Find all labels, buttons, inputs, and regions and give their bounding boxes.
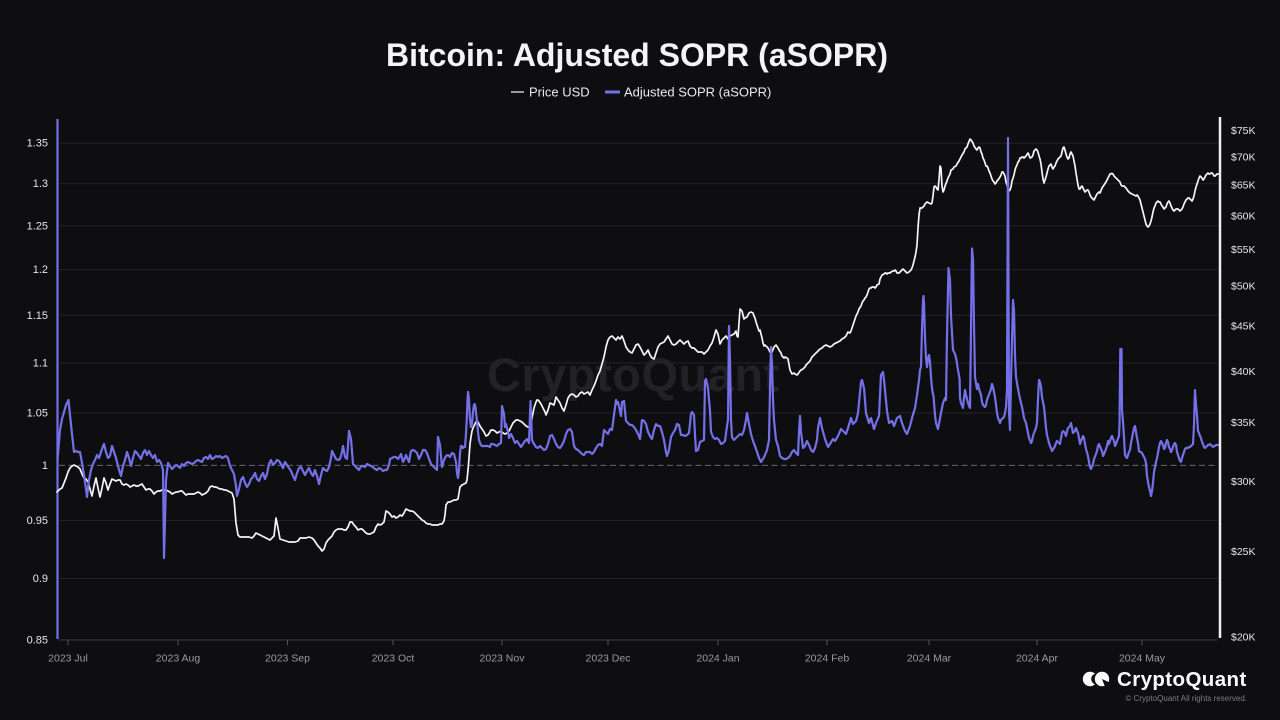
svg-text:© CryptoQuant All rights reser: © CryptoQuant All rights reserved. (1126, 694, 1248, 703)
svg-text:Bitcoin: Adjusted SOPR (aSOPR): Bitcoin: Adjusted SOPR (aSOPR) (386, 37, 888, 73)
svg-text:1.25: 1.25 (27, 220, 48, 232)
svg-text:$55K: $55K (1231, 244, 1256, 256)
svg-text:CryptoQuant: CryptoQuant (487, 348, 780, 401)
svg-text:0.95: 0.95 (27, 515, 48, 527)
svg-text:2023 Dec: 2023 Dec (586, 653, 631, 665)
svg-text:1.2: 1.2 (33, 264, 48, 276)
svg-text:$20K: $20K (1231, 632, 1256, 644)
svg-text:$40K: $40K (1231, 366, 1256, 378)
svg-text:2024 Mar: 2024 Mar (907, 653, 952, 665)
svg-text:$45K: $45K (1231, 321, 1256, 333)
svg-text:1.1: 1.1 (33, 358, 48, 370)
svg-text:1: 1 (42, 460, 48, 472)
svg-text:$60K: $60K (1231, 210, 1256, 222)
svg-text:$25K: $25K (1231, 546, 1256, 558)
svg-text:0.85: 0.85 (27, 634, 48, 646)
svg-text:$70K: $70K (1231, 151, 1256, 163)
svg-text:2023 Nov: 2023 Nov (480, 653, 526, 665)
svg-text:2023 Jul: 2023 Jul (48, 653, 88, 665)
svg-text:2024 Jan: 2024 Jan (696, 653, 739, 665)
svg-text:Adjusted SOPR (aSOPR): Adjusted SOPR (aSOPR) (624, 85, 771, 100)
svg-text:CryptoQuant: CryptoQuant (1117, 668, 1247, 691)
svg-text:$75K: $75K (1231, 125, 1256, 137)
svg-text:$30K: $30K (1231, 476, 1256, 488)
svg-text:1.35: 1.35 (27, 138, 48, 150)
svg-text:2024 Apr: 2024 Apr (1016, 653, 1059, 665)
svg-text:2023 Oct: 2023 Oct (372, 653, 415, 665)
svg-text:$50K: $50K (1231, 280, 1256, 292)
svg-text:2024 May: 2024 May (1119, 653, 1166, 665)
svg-text:2023 Aug: 2023 Aug (156, 653, 201, 665)
svg-text:0.9: 0.9 (33, 573, 48, 585)
svg-text:$65K: $65K (1231, 180, 1256, 192)
svg-text:$35K: $35K (1231, 417, 1256, 429)
svg-text:1.15: 1.15 (27, 310, 48, 322)
svg-text:2023 Sep: 2023 Sep (265, 653, 310, 665)
svg-text:2024 Feb: 2024 Feb (805, 653, 850, 665)
svg-text:Price USD: Price USD (529, 85, 590, 100)
svg-text:1.3: 1.3 (33, 178, 48, 190)
svg-text:1.05: 1.05 (27, 408, 48, 420)
